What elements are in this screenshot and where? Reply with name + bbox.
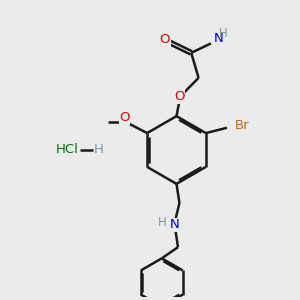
Text: HCl: HCl [56,143,79,157]
Text: O: O [160,33,170,46]
Text: O: O [174,90,185,103]
Text: Br: Br [235,119,249,132]
Text: N: N [214,32,224,46]
Text: N: N [170,218,180,231]
Text: H: H [219,27,228,40]
Text: H: H [158,216,167,229]
Text: H: H [94,143,103,157]
Text: O: O [119,111,130,124]
